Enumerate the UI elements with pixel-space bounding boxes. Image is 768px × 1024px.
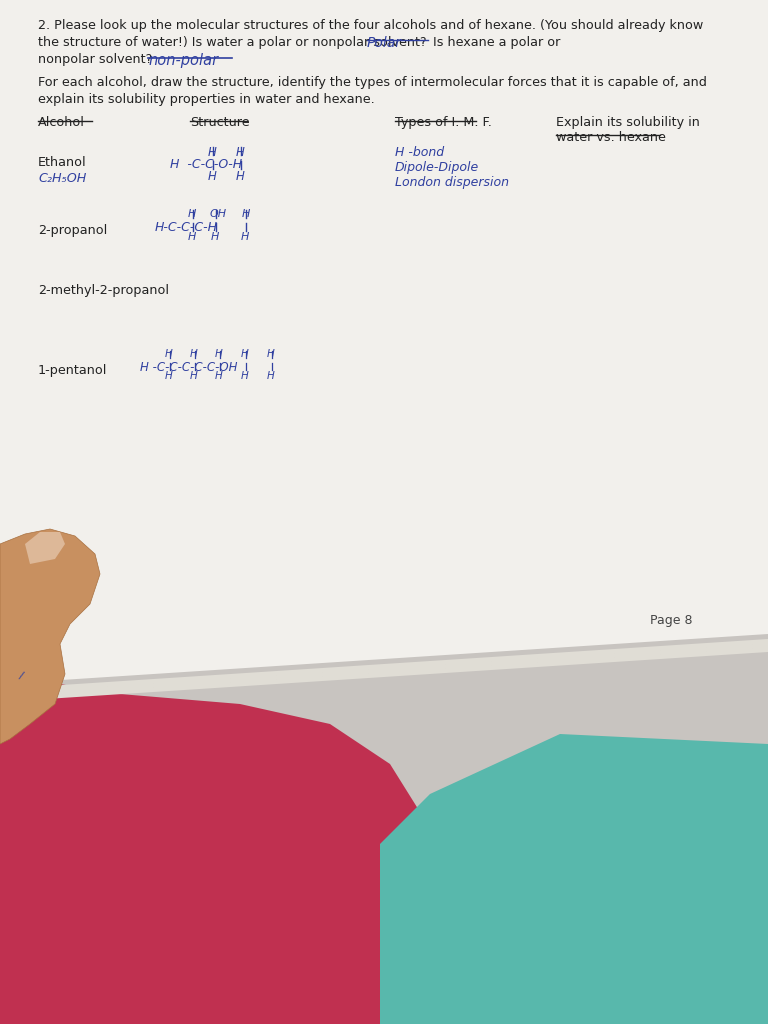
Text: water vs. hexane: water vs. hexane [556,131,666,144]
Text: /: / [18,671,25,681]
Text: Ethanol: Ethanol [38,156,87,169]
Text: H: H [215,371,223,381]
Polygon shape [0,529,100,744]
Text: H: H [215,349,223,359]
Text: Page 8: Page 8 [650,614,693,627]
Text: London dispersion: London dispersion [395,176,509,189]
Text: H: H [267,371,275,381]
Text: H: H [211,232,220,242]
Text: For each alcohol, draw the structure, identify the types of intermolecular force: For each alcohol, draw the structure, id… [38,76,707,89]
Text: H -C-C-C-C-C-OH: H -C-C-C-C-C-OH [140,361,237,374]
FancyBboxPatch shape [0,0,768,224]
Text: Structure: Structure [190,116,250,129]
Polygon shape [0,639,768,694]
Text: H: H [190,371,197,381]
Text: H: H [190,349,197,359]
Text: H: H [208,146,217,159]
Text: non-polar: non-polar [148,53,218,68]
Text: H: H [241,232,250,242]
Polygon shape [380,734,768,1024]
Text: Explain its solubility in: Explain its solubility in [556,116,700,129]
Text: 2-methyl-2-propanol: 2-methyl-2-propanol [38,284,169,297]
Text: 1-pentanol: 1-pentanol [38,364,108,377]
Polygon shape [0,647,768,702]
Text: Types of I. M. F.: Types of I. M. F. [395,116,492,129]
Text: H-C-C-C-H: H-C-C-C-H [155,221,218,234]
Text: C₂H₅OH: C₂H₅OH [38,172,86,185]
Text: H: H [165,349,173,359]
Text: H: H [241,371,249,381]
Polygon shape [25,532,65,564]
Text: 2-propanol: 2-propanol [38,224,108,237]
Text: Polar: Polar [367,36,402,50]
Text: H: H [236,170,245,183]
Text: H: H [208,170,217,183]
Text: H: H [188,209,197,219]
Text: the structure of water!) Is water a polar or nonpolar solvent?: the structure of water!) Is water a pola… [38,36,427,49]
Polygon shape [0,643,768,698]
Text: Is hexane a polar or: Is hexane a polar or [433,36,561,49]
Text: H: H [267,349,275,359]
Text: H: H [236,146,245,159]
Text: 2. Please look up the molecular structures of the four alcohols and of hexane. (: 2. Please look up the molecular structur… [38,19,703,32]
Text: H: H [188,232,197,242]
Text: H  -C-C-O-H: H -C-C-O-H [170,158,242,171]
Text: Dipole-Dipole: Dipole-Dipole [395,161,479,174]
Polygon shape [0,674,440,1024]
Text: nonpolar solvent?: nonpolar solvent? [38,53,152,66]
Text: Alcohol: Alcohol [38,116,85,129]
Polygon shape [0,0,768,684]
Text: H: H [241,349,249,359]
Text: OH: OH [210,209,227,219]
Text: H: H [165,371,173,381]
Text: H -bond: H -bond [395,146,444,159]
Text: H: H [242,209,250,219]
Text: explain its solubility properties in water and hexane.: explain its solubility properties in wat… [38,93,375,106]
